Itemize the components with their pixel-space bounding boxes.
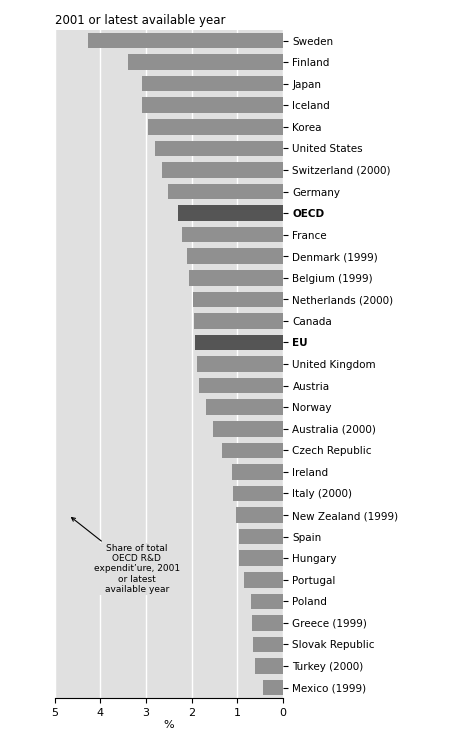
Bar bbox=[188, 270, 282, 285]
X-axis label: %: % bbox=[163, 719, 174, 730]
Bar bbox=[142, 97, 282, 113]
Bar bbox=[182, 227, 282, 242]
Bar bbox=[197, 357, 282, 372]
Bar bbox=[194, 313, 282, 328]
Text: 2001 or latest available year: 2001 or latest available year bbox=[55, 14, 225, 27]
Bar bbox=[142, 76, 282, 91]
Bar bbox=[192, 291, 282, 307]
Bar bbox=[222, 443, 282, 458]
Bar bbox=[233, 486, 282, 502]
Bar bbox=[147, 119, 282, 134]
Bar bbox=[187, 248, 282, 264]
Bar bbox=[127, 54, 282, 70]
Bar bbox=[212, 421, 282, 437]
Bar bbox=[194, 335, 282, 350]
Bar bbox=[155, 140, 282, 156]
Bar bbox=[263, 680, 282, 695]
Bar bbox=[239, 551, 282, 566]
Bar bbox=[238, 529, 282, 545]
Bar bbox=[231, 464, 282, 480]
Bar bbox=[88, 33, 282, 48]
Bar bbox=[255, 658, 282, 674]
Bar bbox=[235, 507, 282, 523]
Bar bbox=[162, 162, 282, 178]
Text: Share of total
OECD R&D
expendit’ure, 2001
or latest
available year: Share of total OECD R&D expendit’ure, 20… bbox=[71, 518, 179, 594]
Bar bbox=[251, 615, 282, 631]
Bar bbox=[199, 378, 282, 393]
Bar bbox=[206, 400, 282, 415]
Bar bbox=[168, 184, 282, 199]
Bar bbox=[243, 572, 282, 588]
Bar bbox=[253, 637, 282, 652]
Bar bbox=[251, 594, 282, 609]
Bar bbox=[177, 205, 282, 221]
